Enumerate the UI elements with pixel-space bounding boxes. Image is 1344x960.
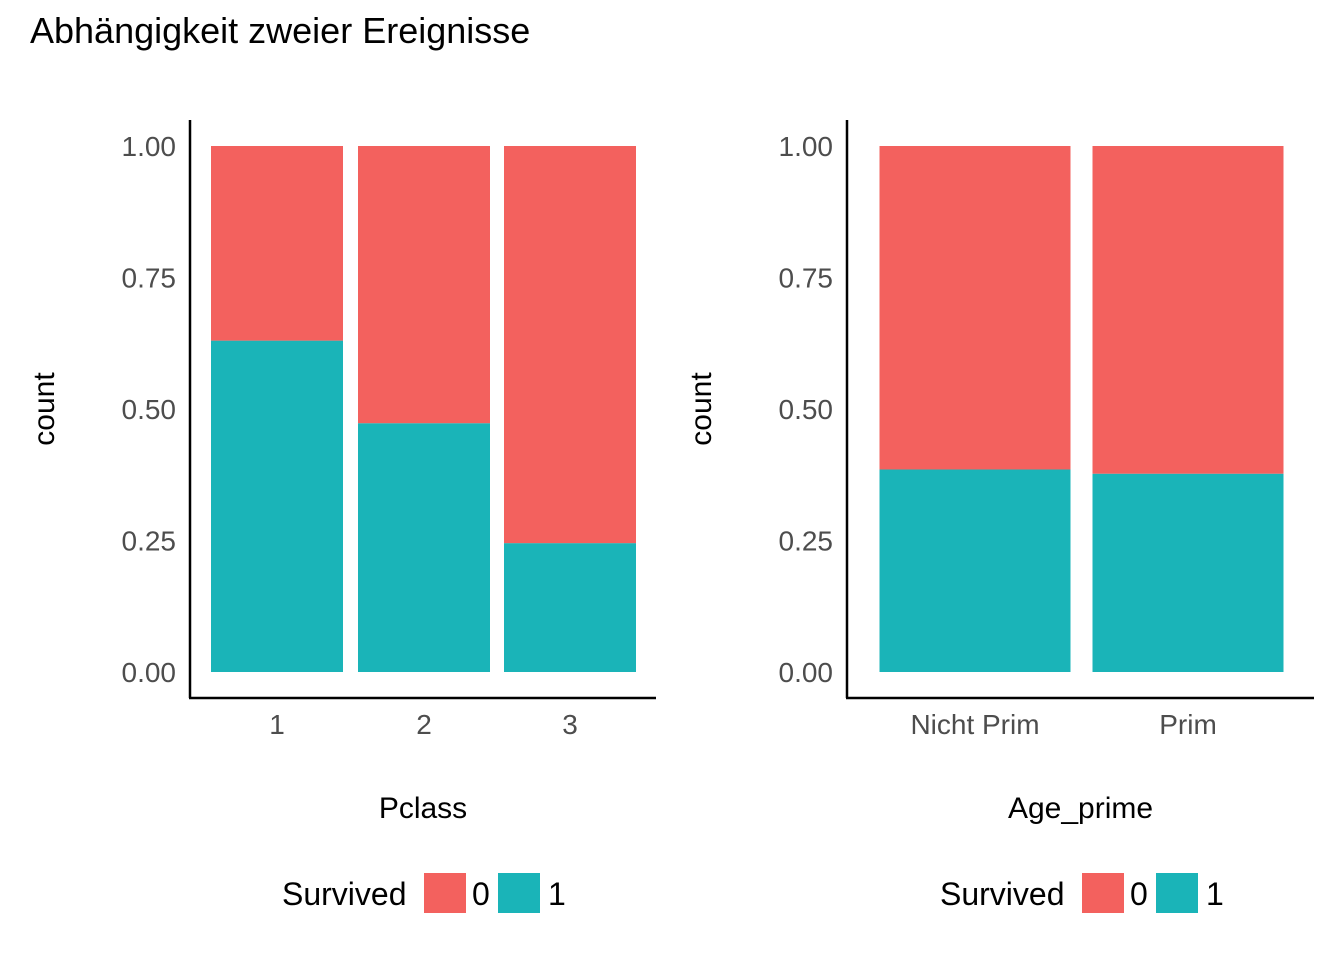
bar-segment-survived-1 (358, 423, 490, 672)
y-tick-label: 0.00 (122, 657, 177, 688)
legend-label-0: 0 (1130, 876, 1148, 912)
bar-segment-survived-0 (504, 146, 636, 544)
y-tick-label: 0.50 (779, 394, 834, 425)
x-tick-label: Prim (1159, 709, 1217, 740)
bar-segment-survived-1 (1092, 473, 1284, 672)
y-axis-title: count (685, 372, 718, 446)
bar-segment-survived-1 (504, 543, 636, 672)
chart-title: Abhängigkeit zweier Ereignisse (30, 10, 531, 51)
bar-segment-survived-1 (879, 469, 1071, 672)
y-tick-label: 0.75 (122, 263, 177, 294)
y-axis-title: count (28, 372, 61, 446)
x-tick-label: 3 (562, 709, 578, 740)
legend-label-1: 1 (1206, 876, 1224, 912)
x-tick-label: 1 (269, 709, 285, 740)
legend-swatch-1 (498, 873, 540, 913)
x-tick-label: 2 (416, 709, 432, 740)
bar-segment-survived-1 (211, 340, 343, 672)
bar-segment-survived-0 (879, 146, 1071, 470)
bar-segment-survived-0 (211, 146, 343, 341)
y-tick-label: 0.75 (779, 263, 834, 294)
x-axis-title: Pclass (379, 792, 467, 825)
legend-title: Survived (282, 876, 407, 912)
legend-swatch-0 (1082, 873, 1124, 913)
bar-segment-survived-0 (358, 146, 490, 424)
y-tick-label: 0.50 (122, 394, 177, 425)
x-axis-title: Age_prime (1008, 792, 1153, 825)
legend-title: Survived (940, 876, 1065, 912)
legend-swatch-1 (1156, 873, 1198, 913)
bar-segment-survived-0 (1092, 146, 1284, 474)
legend-label-0: 0 (472, 876, 490, 912)
y-tick-label: 0.00 (779, 657, 834, 688)
legend-label-1: 1 (548, 876, 566, 912)
legend-swatch-0 (424, 873, 466, 913)
y-tick-label: 0.25 (779, 526, 834, 557)
y-tick-label: 1.00 (779, 131, 834, 162)
y-tick-label: 0.25 (122, 526, 177, 557)
y-tick-label: 1.00 (122, 131, 177, 162)
x-tick-label: Nicht Prim (910, 709, 1039, 740)
